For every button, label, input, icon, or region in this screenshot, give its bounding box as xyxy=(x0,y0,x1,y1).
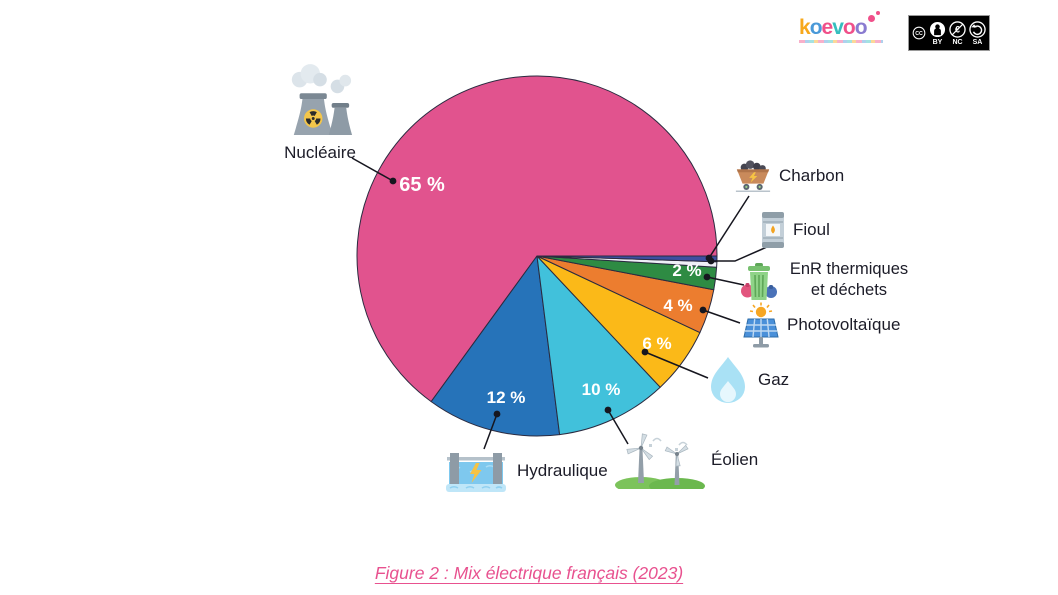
leader-dot-photovoltaique xyxy=(699,306,707,314)
value-label-eolien: 10 % xyxy=(582,380,621,399)
callout-label: EnR thermiques et déchets xyxy=(789,260,909,300)
leader-line-charbon xyxy=(708,195,750,259)
gas-flame-icon xyxy=(711,357,745,403)
callout-label: Éolien xyxy=(711,450,759,469)
value-label-nucleaire: 65 % xyxy=(399,174,445,196)
logo-letter: v xyxy=(832,16,844,39)
cc-nc-icon: € xyxy=(949,20,966,38)
callout-label: Charbon xyxy=(779,166,845,185)
cc-by-person-icon xyxy=(929,21,946,37)
solar-panel-icon xyxy=(743,302,779,348)
leader-dot-charbon xyxy=(705,254,713,262)
coal-cart-icon xyxy=(735,160,771,192)
logo-tagline xyxy=(799,40,883,43)
callout-fioul: Fioul xyxy=(760,210,830,250)
svg-text:CC: CC xyxy=(915,31,923,37)
leader-dot-gaz xyxy=(641,348,649,356)
leader-line-fioul xyxy=(711,246,768,262)
nuclear-plant-icon xyxy=(291,64,353,135)
callout-charbon: Charbon xyxy=(734,158,844,194)
callout-eolien: Éolien xyxy=(613,431,758,489)
logo-letter: o xyxy=(809,16,823,39)
cc-sa-label: SA xyxy=(972,38,983,46)
wind-turbines-icon xyxy=(615,433,705,489)
leader-line-eolien xyxy=(607,409,629,445)
logo-letter: o xyxy=(854,16,868,39)
oil-barrel-icon xyxy=(762,212,784,248)
leader-dot-eolien xyxy=(604,406,612,414)
waste-bin-icon xyxy=(741,263,777,301)
value-label-photovoltaique: 4 % xyxy=(663,296,692,315)
leader-line-enr-thermiques xyxy=(706,276,745,286)
callout-label: Photovoltaïque xyxy=(787,315,901,334)
leader-dot-nucleaire xyxy=(389,177,397,185)
value-label-enr-thermiques: 2 % xyxy=(672,261,701,280)
cc-sa-icon xyxy=(969,20,986,38)
callout-label: Gaz xyxy=(758,370,790,389)
pie-slice-hydraulique xyxy=(430,255,561,437)
callout-enr-thermiques: EnR thermiques et déchets xyxy=(740,259,913,302)
cc-nc-label: NC xyxy=(952,38,963,46)
callout-hydraulique: Hydraulique xyxy=(444,448,608,493)
logo-dot-icon xyxy=(867,15,875,22)
logo-letter: o xyxy=(842,16,856,39)
value-label-gaz: 6 % xyxy=(642,334,671,353)
callout-gaz: Gaz xyxy=(708,356,789,404)
logo-wordmark: koevoo xyxy=(799,16,868,39)
callout-photovoltaique: Photovoltaïque xyxy=(742,302,900,348)
leader-dot-enr-thermiques xyxy=(703,273,711,281)
koevoo-logo[interactable]: koevoo xyxy=(799,11,891,43)
hydro-dam-icon xyxy=(446,453,506,492)
value-label-hydraulique: 12 % xyxy=(487,388,526,407)
leader-dot-hydraulique xyxy=(493,410,501,418)
logo-letter: e xyxy=(821,16,834,39)
cc-license-badge[interactable]: CC BY € NC SA xyxy=(908,15,990,51)
leader-line-hydraulique xyxy=(483,413,498,450)
callout-label: Fioul xyxy=(793,220,830,239)
leader-line-photovoltaique xyxy=(702,309,741,324)
cc-icon: CC xyxy=(912,26,926,40)
callout-label: Hydraulique xyxy=(517,460,608,480)
leader-line-gaz xyxy=(644,351,709,379)
callout-nucleaire: Nucléaire xyxy=(272,64,368,163)
cc-by-label: BY xyxy=(932,38,943,46)
leader-line-nucleaire xyxy=(351,157,394,182)
logo-letter: k xyxy=(799,16,811,39)
callout-label: Nucléaire xyxy=(284,143,356,162)
logo-dot-icon xyxy=(875,11,880,15)
figure-caption: Figure 2 : Mix électrique français (2023… xyxy=(374,563,684,583)
pie-slice-nucleaire xyxy=(356,75,718,403)
